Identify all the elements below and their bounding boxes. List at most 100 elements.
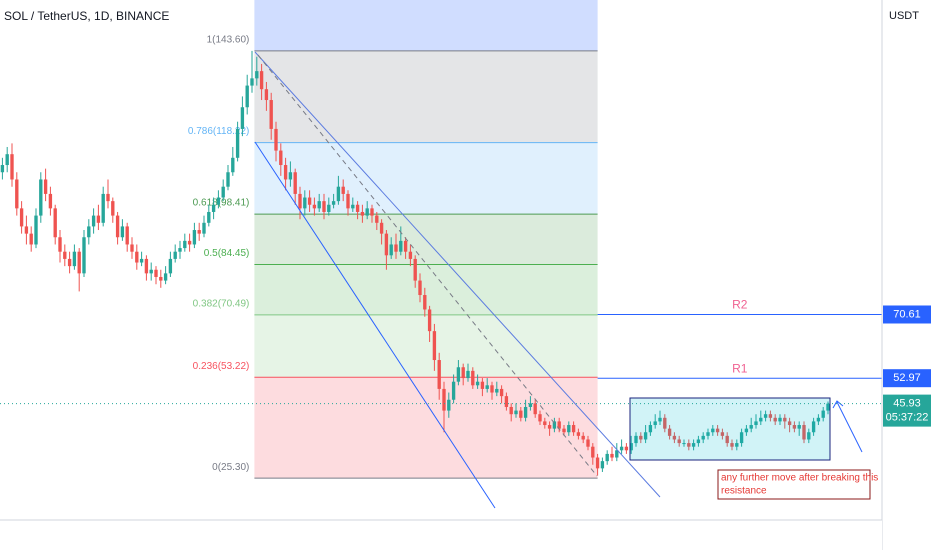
candle-body xyxy=(797,425,801,429)
candle-body xyxy=(595,457,600,469)
candle-body xyxy=(399,240,403,252)
candle-body xyxy=(499,388,504,397)
candle-body xyxy=(413,258,417,281)
candle-body xyxy=(135,251,139,263)
candle-body xyxy=(168,258,173,274)
candle-body xyxy=(322,201,326,212)
arrow-head xyxy=(832,400,844,409)
candle-body xyxy=(288,172,293,180)
candle-body xyxy=(24,226,29,234)
candle-body xyxy=(0,165,5,173)
channel-line xyxy=(254,51,661,498)
candle-body xyxy=(687,443,691,447)
candle-body xyxy=(384,233,389,256)
candle-body xyxy=(336,186,341,202)
candle-body xyxy=(283,165,288,180)
candle-body xyxy=(466,370,470,379)
candle-body xyxy=(768,414,773,418)
candle-body xyxy=(130,244,134,252)
candle-body xyxy=(538,414,542,422)
price-axis xyxy=(882,0,932,550)
fib-label: 0(25.30) xyxy=(212,462,249,473)
candle-body xyxy=(490,385,494,393)
candle-body xyxy=(744,428,749,433)
candle-body xyxy=(10,154,14,180)
price-badge-label: 52.97 xyxy=(893,372,921,384)
candle-body xyxy=(5,154,9,166)
candle-body xyxy=(178,248,182,252)
currency-label: USDT xyxy=(889,10,919,22)
candle-body xyxy=(773,417,777,422)
range-box xyxy=(629,397,831,461)
candle-body xyxy=(370,208,374,216)
candle-body xyxy=(226,172,230,187)
candle-body xyxy=(346,193,350,209)
candle-body xyxy=(173,251,177,259)
candle-body xyxy=(67,258,72,267)
candle-body xyxy=(624,446,629,451)
candle-body xyxy=(552,421,557,429)
candle-body xyxy=(408,251,413,259)
fib-band xyxy=(254,142,598,215)
candle-body xyxy=(691,443,696,447)
drawings: any further move after breaking this res… xyxy=(254,51,878,509)
candle-body xyxy=(706,432,710,436)
candle-body xyxy=(672,435,677,440)
note-box xyxy=(717,469,871,500)
candle-body xyxy=(586,439,590,447)
candle-body xyxy=(658,417,662,422)
candle-body xyxy=(677,439,681,444)
candle-body xyxy=(447,399,451,411)
candle-body xyxy=(34,215,38,245)
candle-body xyxy=(528,403,533,407)
candle-body xyxy=(807,432,811,440)
candle-body xyxy=(149,269,153,274)
candle-body xyxy=(53,208,57,238)
candle-body xyxy=(787,421,792,426)
levels: R2 R1 xyxy=(0,298,882,405)
candle-body xyxy=(389,244,393,256)
candle-body xyxy=(418,280,422,296)
candle-body xyxy=(379,222,384,234)
candle-body xyxy=(735,443,739,447)
fib-label: 0.382(70.49) xyxy=(193,299,250,310)
candle-body xyxy=(442,388,446,411)
channel-line xyxy=(254,141,496,509)
candle-body xyxy=(63,251,67,259)
candle-body xyxy=(475,381,480,386)
candle-body xyxy=(591,446,595,458)
fib-label: 0.236(53.22) xyxy=(193,361,250,372)
candle-body xyxy=(192,230,197,245)
candle-body xyxy=(456,367,461,382)
candle-body xyxy=(783,417,787,422)
candle-body xyxy=(101,193,105,223)
candle-body xyxy=(216,197,221,205)
candle-body xyxy=(821,410,825,418)
fib-top-band xyxy=(254,0,598,51)
candle-body xyxy=(471,370,475,386)
candle-body xyxy=(125,226,129,245)
candle-body xyxy=(826,403,830,411)
candle-body xyxy=(547,425,552,429)
fib-band xyxy=(254,377,598,479)
candle-body xyxy=(523,406,528,418)
candle-body xyxy=(360,211,365,216)
candle-body xyxy=(451,381,456,400)
candle-body xyxy=(331,201,336,205)
candle-body xyxy=(15,179,19,209)
candle-body xyxy=(610,453,614,458)
resistance-name: R2 xyxy=(732,298,748,312)
candle-body xyxy=(480,381,485,389)
candle-body xyxy=(231,157,235,173)
chart-title: SOL / TetherUS, 1D, BINANCE xyxy=(4,9,169,23)
candle-body xyxy=(245,85,249,108)
candle-body xyxy=(29,233,33,245)
price-badge-label: 70.61 xyxy=(893,308,921,320)
candle-body xyxy=(667,428,672,436)
fib-band xyxy=(254,314,598,378)
candle-body xyxy=(615,450,619,458)
current-price-label: 45.93 xyxy=(893,398,921,410)
candle-body xyxy=(403,240,408,252)
candle-body xyxy=(427,309,432,332)
candle-body xyxy=(792,425,797,429)
